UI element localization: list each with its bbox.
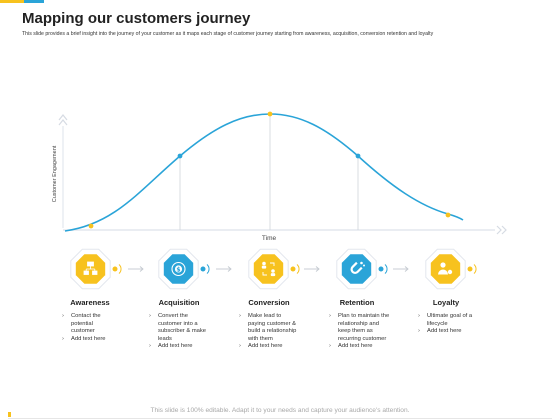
engagement-curve <box>64 113 464 232</box>
y-axis-arrow-icon <box>58 114 68 126</box>
stage-list-loyalty: Ultimate goal of a lifecycle Add text he… <box>418 313 496 336</box>
org-chart-icon <box>83 261 98 275</box>
stage-list-awareness: Contact the potential customer Add text … <box>62 313 140 343</box>
stage-acquisition: Acquisition Convert the customer into a … <box>129 298 229 351</box>
list-item: Add text here <box>329 343 407 351</box>
stage-title-conversion: Conversion <box>248 298 290 307</box>
people-exchange-icon <box>261 261 276 277</box>
accent-bar-blue <box>24 0 44 3</box>
curve-point-acquisition <box>177 153 183 159</box>
list-item: Contact the potential customer <box>62 313 115 336</box>
footer-accent <box>8 412 11 417</box>
x-axis-arrow-icon <box>496 225 507 235</box>
page-subtitle: This slide provides a brief insight into… <box>22 31 434 37</box>
stage-node-retention <box>336 248 388 290</box>
stage-list-acquisition: Convert the customer into a subscriber &… <box>149 313 229 351</box>
curve-point-awareness <box>88 223 94 229</box>
x-axis-label: Time <box>262 235 277 242</box>
accent-bar-yellow <box>0 0 40 3</box>
magnet-icon <box>350 261 365 274</box>
loyal-user-icon <box>438 262 453 275</box>
stage-node-conversion <box>248 248 300 290</box>
footer-text: This slide is 100% editable. Adapt it to… <box>150 407 410 414</box>
stage-node-awareness <box>70 248 122 290</box>
stage-retention: Retention Plan to maintain the relations… <box>307 298 407 351</box>
curve-point-retention <box>355 153 361 159</box>
list-item: Make lead to paying customer & build a r… <box>239 313 298 343</box>
stage-arrows <box>128 266 409 272</box>
list-item: Ultimate goal of a lifecycle <box>418 313 477 328</box>
list-item: Convert the customer into a subscriber &… <box>149 313 212 343</box>
footer-divider <box>8 418 552 419</box>
stage-title-loyalty: Loyalty <box>432 298 460 307</box>
svg-text:$: $ <box>176 266 180 273</box>
stage-node-acquisition: $ <box>158 248 210 290</box>
curve-point-conversion <box>267 111 273 117</box>
stage-list-retention: Plan to maintain the relationship and ke… <box>329 313 407 351</box>
stage-awareness: Awareness Contact the potential customer… <box>40 298 140 343</box>
curve-point-loyalty <box>445 212 451 218</box>
list-item: Add text here <box>418 328 496 336</box>
list-item: Add text here <box>62 336 140 344</box>
y-axis-label: Customer Engagement <box>52 145 58 202</box>
stage-title-awareness: Awareness <box>70 298 110 307</box>
stage-list-conversion: Make lead to paying customer & build a r… <box>239 313 319 351</box>
list-item: Add text here <box>239 343 319 351</box>
stage-conversion: Conversion Make lead to paying customer … <box>219 298 319 351</box>
page-title: Mapping our customers journey <box>22 10 251 27</box>
dollar-rotate-icon: $ <box>171 261 186 277</box>
stage-title-acquisition: Acquisition <box>158 298 200 307</box>
stage-title-retention: Retention <box>339 298 375 307</box>
list-item: Add text here <box>149 343 229 351</box>
list-item: Plan to maintain the relationship and ke… <box>329 313 392 343</box>
stage-node-loyalty <box>425 248 477 290</box>
stage-loyalty: Loyalty Ultimate goal of a lifecycle Add… <box>396 298 496 336</box>
